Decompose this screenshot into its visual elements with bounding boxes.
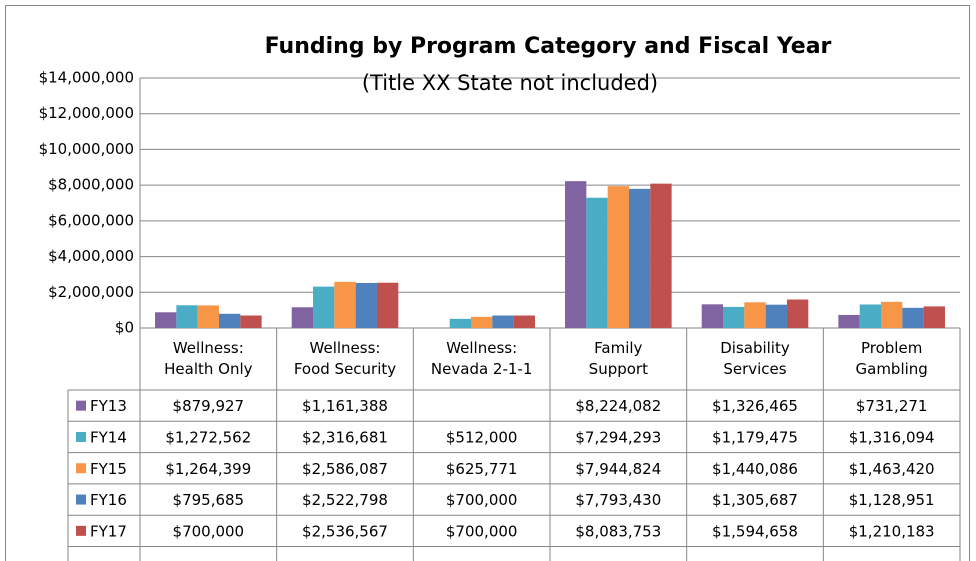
bar — [838, 314, 860, 328]
data-label: $700,000 — [173, 522, 245, 540]
y-tick-label: $2,000,000 — [48, 283, 134, 301]
bar — [744, 302, 766, 328]
data-label: $2,522,798 — [302, 491, 388, 509]
x-tick-label: Wellness: Nevada 2-1-1 — [430, 339, 533, 378]
y-tick-label: $12,000,000 — [39, 104, 134, 122]
bar — [197, 305, 219, 328]
y-tick-label: $10,000,000 — [39, 140, 134, 158]
data-label: $879,927 — [173, 397, 245, 415]
data-label: $1,128,951 — [849, 491, 935, 509]
data-label: $1,305,687 — [712, 491, 798, 509]
legend-label: FY17 — [90, 522, 127, 540]
y-tick-label: $6,000,000 — [48, 211, 134, 229]
bar — [291, 307, 314, 328]
legend-label: FY15 — [90, 460, 127, 478]
bar — [723, 306, 745, 328]
x-tick-label: Wellness: Health Only — [164, 339, 253, 378]
data-label: $1,210,183 — [849, 522, 935, 540]
data-label: $1,264,399 — [165, 460, 251, 478]
data-label: $625,771 — [446, 460, 518, 478]
data-label: $1,440,086 — [712, 460, 798, 478]
data-label: $1,326,465 — [712, 397, 798, 415]
data-label: $8,224,082 — [575, 397, 661, 415]
data-label: $1,463,420 — [849, 460, 935, 478]
data-label: $7,793,430 — [575, 491, 661, 509]
legend-key — [76, 463, 86, 474]
bar — [586, 197, 608, 328]
data-label: $1,179,475 — [712, 428, 798, 446]
data-label: $7,294,293 — [575, 428, 661, 446]
bar — [155, 312, 177, 328]
data-label: $1,161,388 — [302, 397, 388, 415]
legend-key — [76, 431, 86, 442]
data-label: $1,594,658 — [712, 522, 798, 540]
bar — [313, 286, 335, 328]
legend-key — [76, 525, 86, 536]
bar — [881, 301, 903, 328]
legend-label: FY14 — [90, 428, 127, 446]
bar — [859, 304, 882, 328]
data-label: $2,316,681 — [302, 428, 388, 446]
x-tick-label: Problem Gambling — [855, 339, 928, 378]
bar — [218, 313, 241, 328]
x-tick-label: Wellness: Food Security — [293, 339, 397, 378]
data-label: $731,271 — [856, 397, 928, 415]
category-cell: Wellness: Food Security — [293, 339, 397, 378]
bar — [650, 183, 672, 328]
bar — [765, 304, 787, 328]
chart-title: Funding by Program Category and Fiscal Y… — [265, 34, 832, 59]
bar — [565, 181, 587, 328]
bar — [902, 307, 924, 328]
bar — [176, 305, 198, 328]
bar — [607, 186, 629, 328]
bar — [492, 315, 514, 328]
data-label: $512,000 — [446, 428, 518, 446]
y-tick-label: $0 — [115, 319, 134, 337]
category-cell: Family Support — [588, 339, 648, 378]
y-tick-label: $4,000,000 — [48, 247, 134, 265]
data-label: $2,536,567 — [302, 522, 388, 540]
bar — [376, 282, 399, 328]
legend-label: FY13 — [90, 397, 127, 415]
x-tick-label: Family Support — [588, 339, 648, 378]
y-tick-label: $8,000,000 — [48, 176, 134, 194]
x-tick-label: Disability Services — [720, 339, 790, 378]
bar — [701, 304, 724, 328]
bar — [628, 188, 651, 328]
category-cell: Problem Gambling — [855, 339, 928, 378]
chart-border — [5, 5, 970, 561]
bar — [449, 318, 472, 328]
data-label: $7,944,824 — [575, 460, 661, 478]
bar — [786, 299, 809, 328]
data-label: $1,272,562 — [165, 428, 251, 446]
data-label: $795,685 — [173, 491, 245, 509]
data-label: $1,316,094 — [849, 428, 935, 446]
data-label: $700,000 — [446, 491, 518, 509]
data-label: $700,000 — [446, 522, 518, 540]
bar — [240, 315, 262, 328]
legend-key — [76, 494, 86, 505]
legend-key — [76, 400, 86, 411]
category-cell: Disability Services — [720, 339, 790, 378]
data-label: $2,586,087 — [302, 460, 388, 478]
bar — [513, 315, 535, 328]
y-tick-label: $14,000,000 — [39, 69, 134, 87]
data-label: $8,083,753 — [575, 522, 661, 540]
category-cell: Wellness: Health Only — [164, 339, 253, 378]
bar — [334, 281, 356, 328]
category-cell: Wellness: Nevada 2-1-1 — [430, 339, 533, 378]
bar — [471, 316, 493, 328]
chart-subtitle: (Title XX State not included) — [362, 71, 658, 95]
bar — [355, 282, 377, 328]
bar — [923, 306, 945, 328]
legend-label: FY16 — [90, 491, 127, 509]
